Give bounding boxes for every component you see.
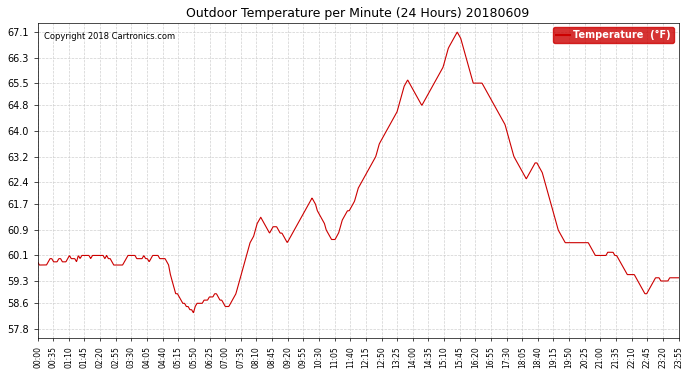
Title: Outdoor Temperature per Minute (24 Hours) 20180609: Outdoor Temperature per Minute (24 Hours… <box>186 7 530 20</box>
Legend: Temperature  (°F): Temperature (°F) <box>553 27 673 43</box>
Text: Copyright 2018 Cartronics.com: Copyright 2018 Cartronics.com <box>44 32 175 41</box>
